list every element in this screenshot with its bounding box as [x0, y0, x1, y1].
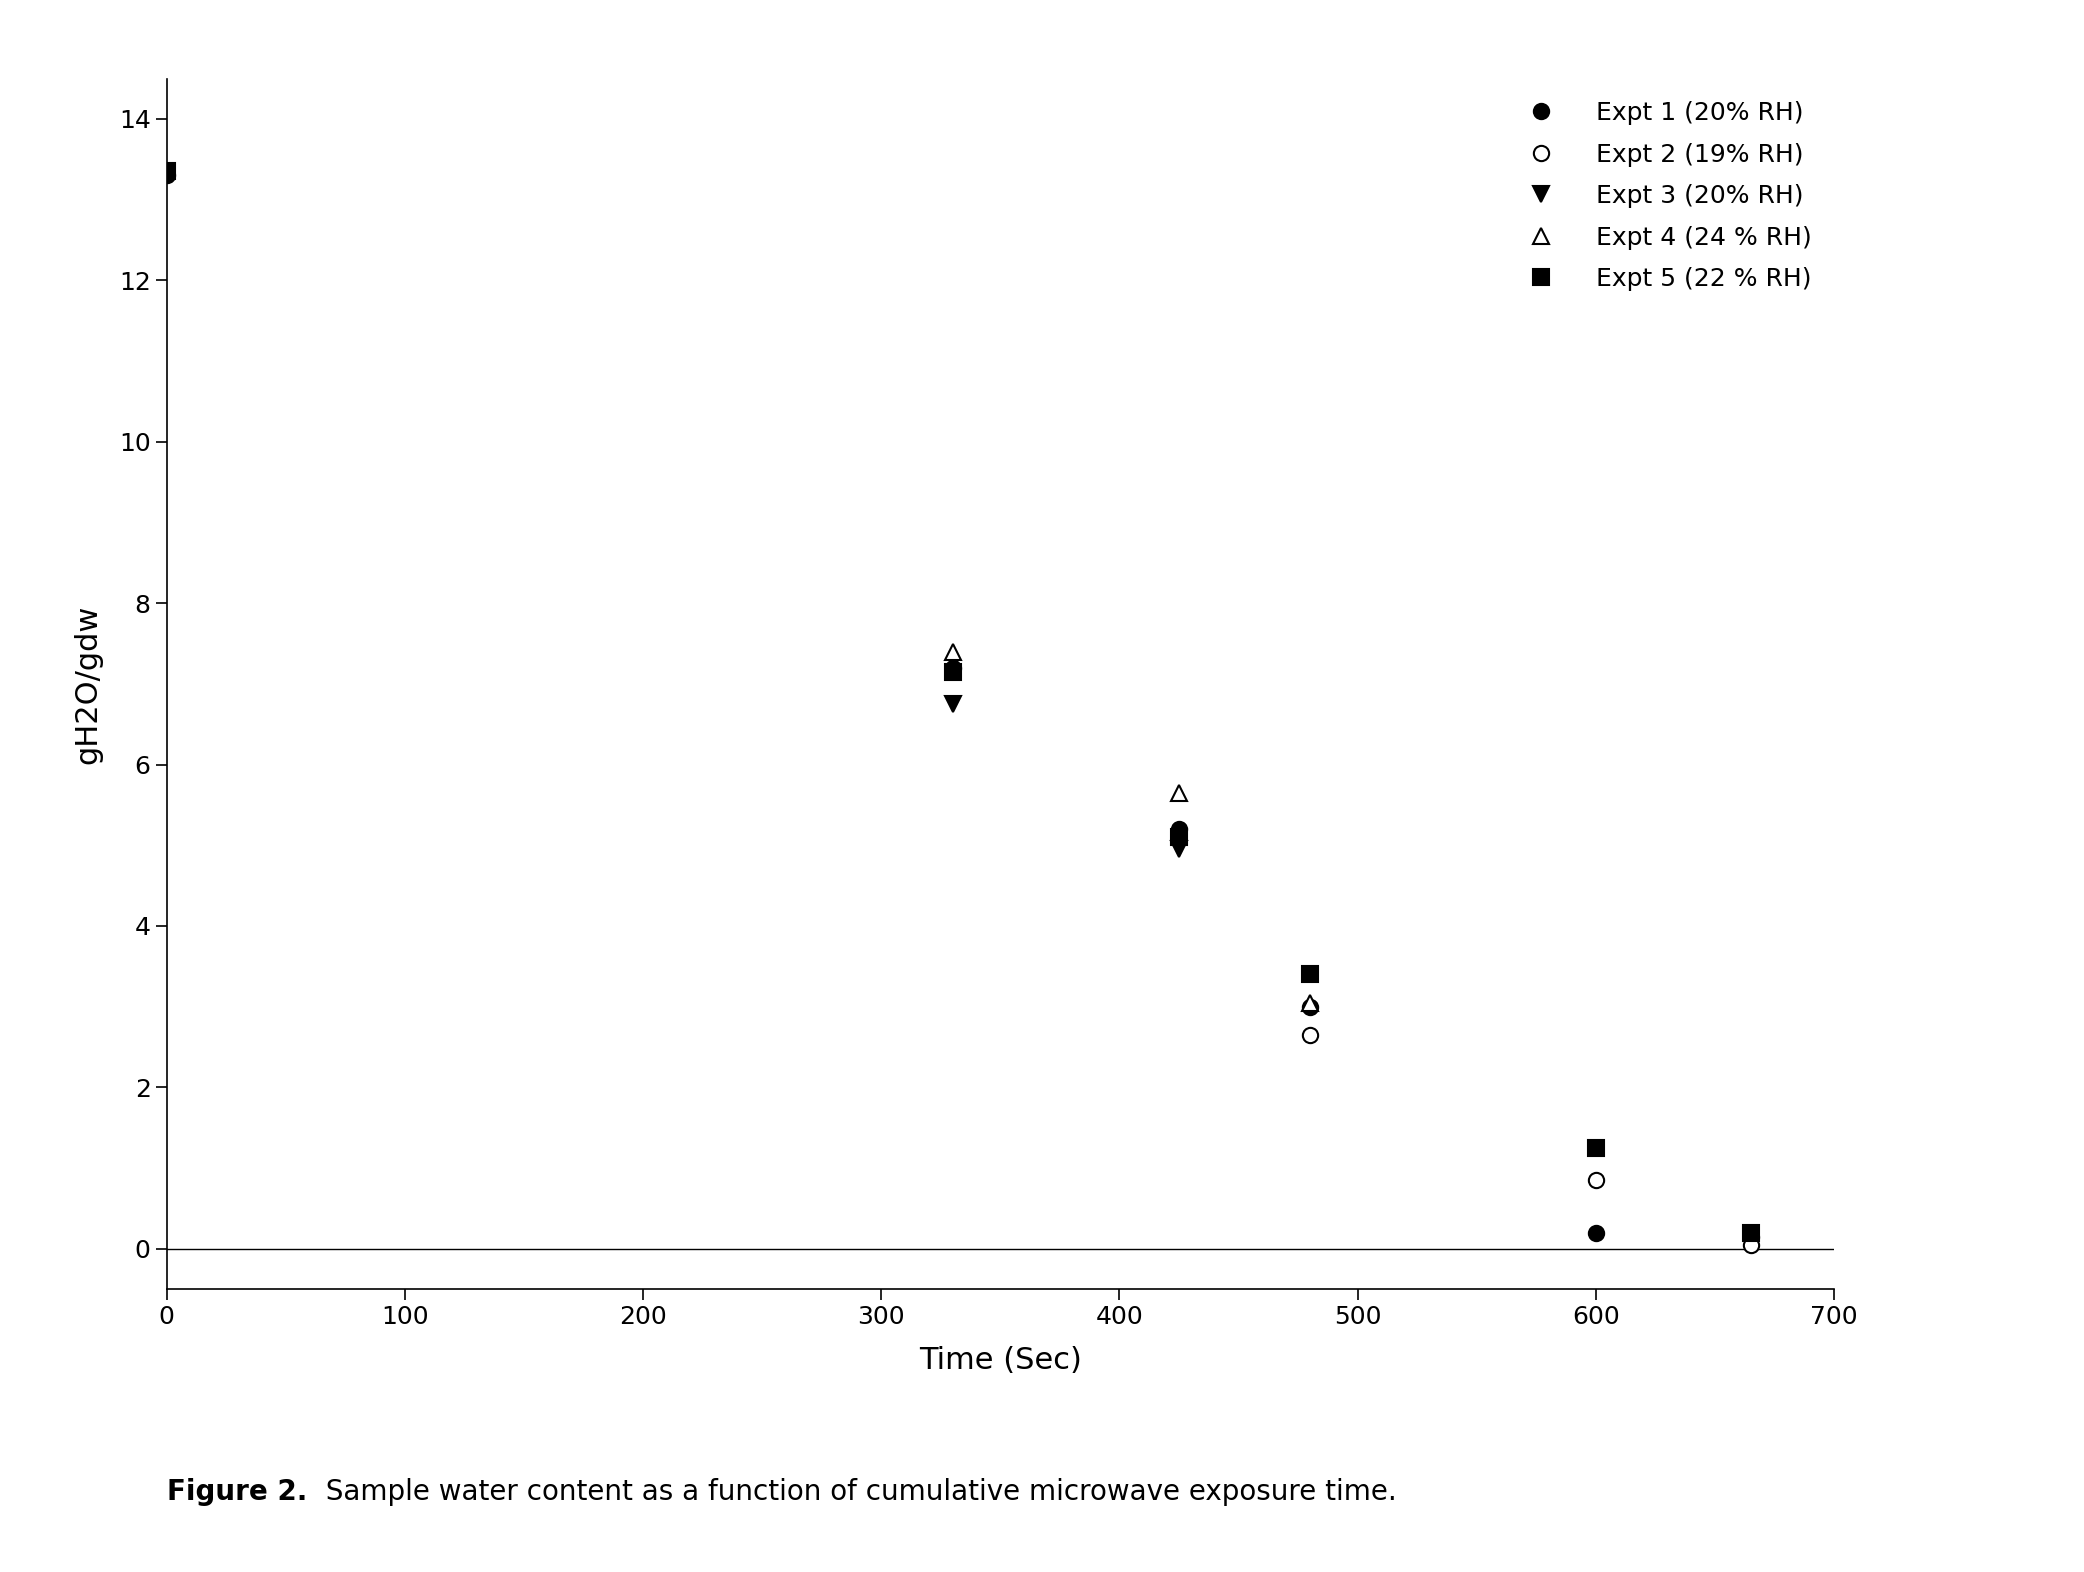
Text: Sample water content as a function of cumulative microwave exposure time.: Sample water content as a function of cu… — [308, 1478, 1396, 1506]
Text: Figure 2.: Figure 2. — [167, 1478, 306, 1506]
Y-axis label: gH2O/gdw: gH2O/gdw — [73, 604, 102, 764]
X-axis label: Time (Sec): Time (Sec) — [919, 1346, 1082, 1374]
Legend: Expt 1 (20% RH), Expt 2 (19% RH), Expt 3 (20% RH), Expt 4 (24 % RH), Expt 5 (22 : Expt 1 (20% RH), Expt 2 (19% RH), Expt 3… — [1505, 91, 1821, 302]
